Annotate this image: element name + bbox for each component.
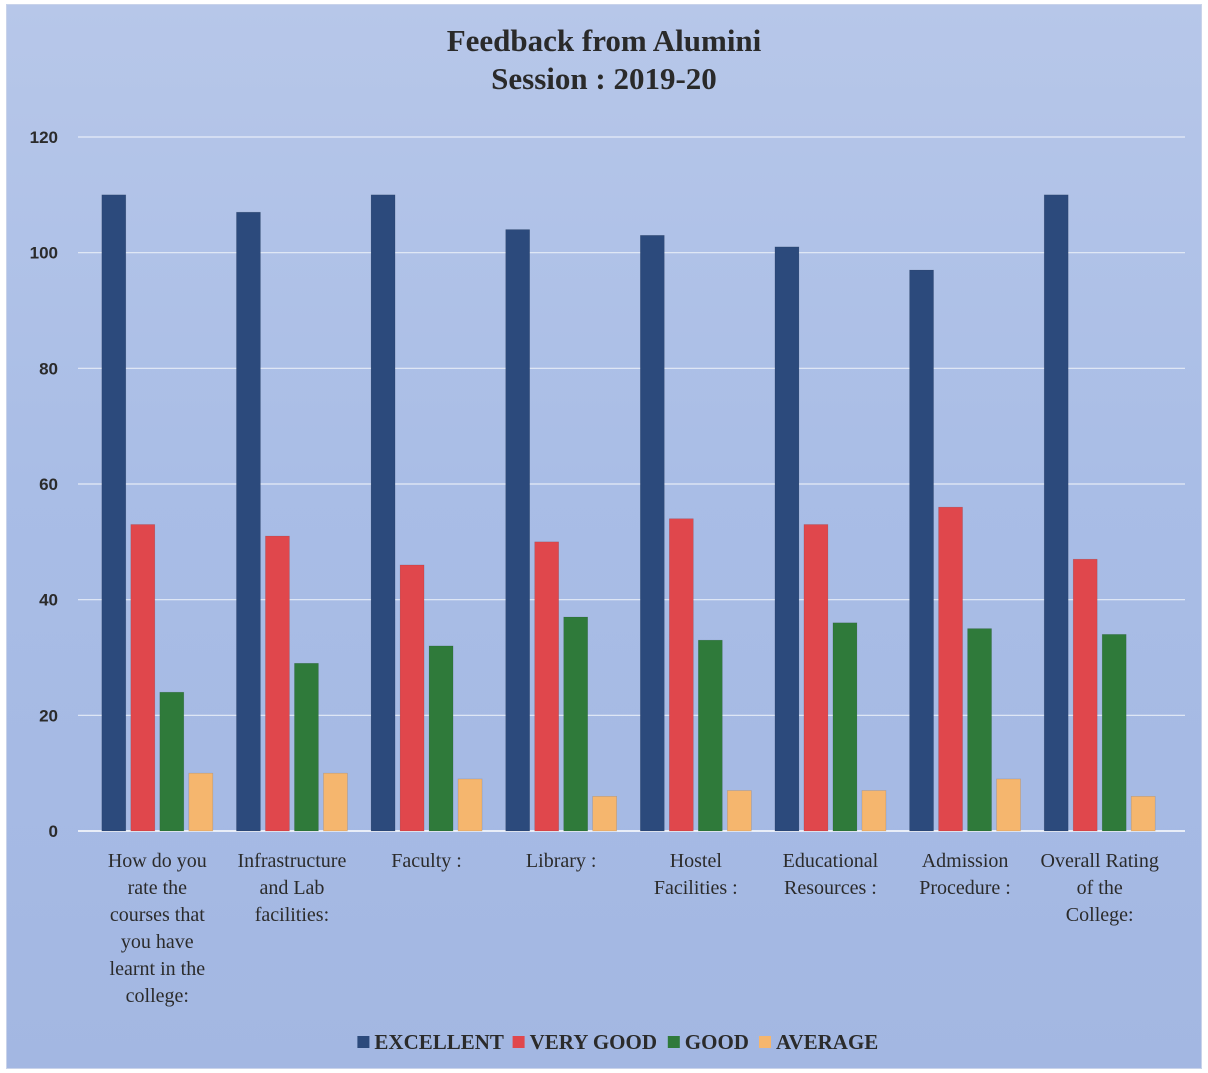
legend-label: GOOD — [685, 1030, 749, 1054]
bar-good — [159, 691, 185, 832]
bar-excellent — [505, 229, 530, 832]
legend-swatch — [357, 1036, 370, 1048]
bars — [101, 194, 1156, 832]
x-category-label: Admission Procedure : — [919, 850, 1011, 899]
y-tick-label: 0 — [49, 822, 58, 841]
bar-good — [294, 662, 319, 832]
bar-good — [698, 639, 723, 832]
y-axis-ticks: 0 20 40 60 80 100 120 — [30, 128, 58, 841]
chart-title: Feedback from Alumini Session : 2019-20 — [0, 22, 1208, 98]
bar-average — [996, 778, 1021, 832]
bar-excellent — [774, 246, 800, 832]
bar-very-good — [130, 524, 156, 832]
bar-average — [592, 795, 617, 832]
bar-excellent — [909, 269, 934, 832]
bar-good — [967, 628, 992, 832]
bar-very-good — [938, 506, 963, 832]
bar-good — [428, 645, 454, 832]
y-tick-label: 40 — [39, 591, 58, 610]
x-category-label: Hostel Facilities : — [654, 850, 738, 899]
bar-excellent — [370, 194, 396, 832]
chart-background — [6, 4, 1202, 1069]
bar-very-good — [669, 518, 694, 832]
bar-average — [188, 772, 214, 832]
legend-swatch — [759, 1036, 771, 1048]
legend-swatch — [512, 1036, 525, 1048]
bar-good — [832, 622, 858, 832]
x-category-label: Educational Resources : — [783, 850, 879, 899]
x-category-label: Infrastructure and Lab facilities: — [238, 850, 347, 926]
legend-label: VERY GOOD — [530, 1030, 657, 1054]
bar-average — [457, 778, 483, 832]
chart-title-line-2: Session : 2019-20 — [491, 61, 717, 96]
bar-very-good — [534, 541, 559, 832]
bar-average — [1130, 795, 1156, 832]
x-axis-labels: How do you rate the courses that you have le… — [108, 850, 1159, 1007]
bar-good — [563, 616, 588, 832]
bar-excellent — [101, 194, 127, 832]
bar-excellent — [640, 235, 665, 832]
x-category-label: Library : — [526, 850, 597, 872]
legend-swatch — [667, 1036, 680, 1048]
chart-title-line-1: Feedback from Alumini — [446, 23, 762, 58]
x-category-label: Overall Rating of the College: — [1041, 850, 1159, 926]
bar-good — [1101, 634, 1127, 832]
y-tick-label: 60 — [39, 475, 58, 494]
bar-very-good — [803, 524, 829, 832]
legend: EXCELLENT VERY GOOD GOOD AVERAGE — [357, 1030, 878, 1054]
x-category-label: How do you rate the courses that you have le… — [108, 850, 207, 1007]
legend-label: EXCELLENT — [374, 1030, 504, 1054]
bar-excellent — [236, 211, 261, 832]
y-tick-label: 100 — [30, 244, 58, 263]
bar-excellent — [1043, 194, 1069, 832]
bar-very-good — [399, 564, 425, 832]
y-tick-label: 80 — [39, 359, 58, 378]
x-category-label: Faculty : — [391, 850, 462, 872]
y-tick-label: 120 — [30, 128, 58, 147]
bar-average — [323, 772, 348, 832]
bar-very-good — [265, 535, 290, 832]
bar-very-good — [1072, 558, 1098, 832]
legend-label: AVERAGE — [776, 1030, 878, 1054]
bar-average — [727, 790, 752, 832]
y-tick-label: 20 — [39, 706, 58, 725]
bar-average — [861, 790, 887, 832]
